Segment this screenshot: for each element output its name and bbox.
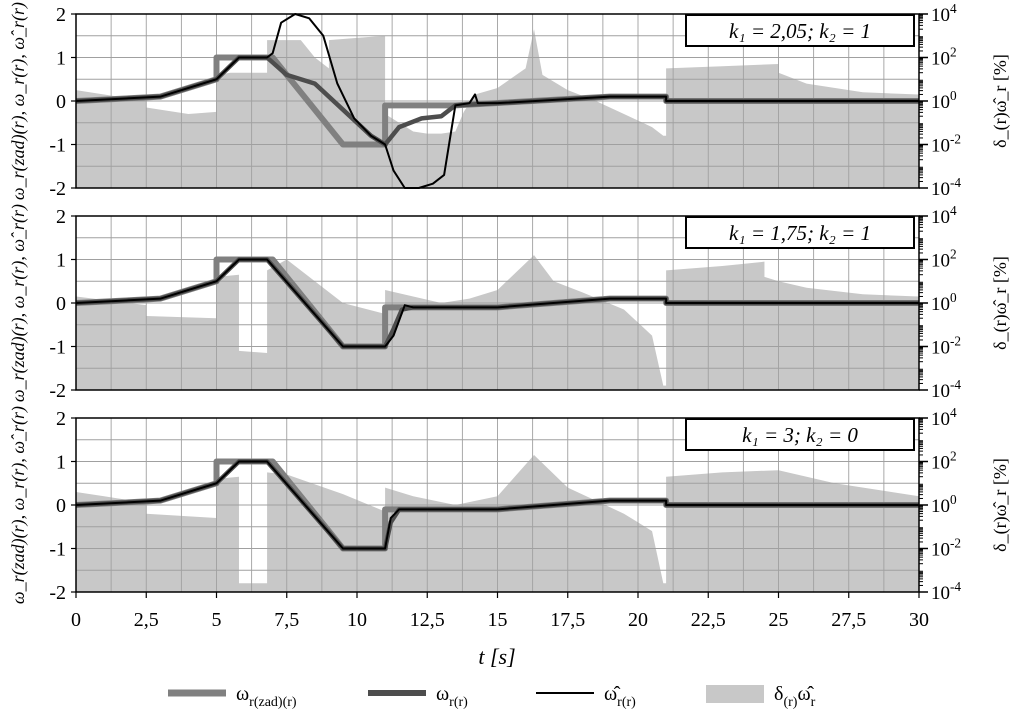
y-tick-label-left: 2 [56, 408, 66, 430]
y-axis-label-right: δ_(r)ω̂_r [%] [990, 54, 1011, 148]
y-tick-label-right: 10-2 [931, 536, 961, 561]
y-tick-label-left: -1 [49, 337, 66, 359]
chart-panel-2: 2 1 0 -1 -2 104 102 100 10-2 10-4 k₁ = 1,75; k₂ = … [8, 203, 1011, 402]
y-tick-label-left: -2 [49, 178, 66, 200]
panel-annotation: k₁ = 2,05; k₂ = 1 [685, 14, 915, 47]
legend-label-1: ωr(zad)(r) [236, 683, 297, 710]
y-tick-label-left: 1 [56, 48, 66, 70]
chart-panel-3: 2 1 0 -1 -2 104 102 100 10-2 10-4 k₁ = 3; k₂ = 0 ω_… [8, 405, 1011, 604]
y-axis-label-left: ω_r(zad)(r), ω_r(r), ω̂_r(r) [8, 204, 29, 402]
panel-annotation: k₁ = 3; k₂ = 0 [685, 418, 915, 451]
legend-label-2: ωr(r) [436, 683, 468, 710]
y-tick-label-left: -2 [49, 582, 66, 604]
y-tick-label-right: 10-4 [931, 579, 961, 604]
annotation-text: k₁ = 1,75; k₂ = 1 [729, 221, 871, 245]
y-tick-label-right: 100 [931, 290, 957, 315]
y-tick-label-left: 0 [56, 293, 66, 315]
y-tick-label-left: -2 [49, 380, 66, 402]
legend-swatch-4 [706, 685, 764, 703]
annotation-box [685, 216, 915, 249]
y-tick-label-right: 10-4 [931, 175, 961, 200]
y-tick-label-left: 1 [56, 452, 66, 474]
y-axis-label-left: ω_r(zad)(r), ω_r(r), ω̂_r(r) [8, 2, 29, 200]
x-tick-label: 30 [909, 609, 929, 631]
x-axis-label: t [s] [478, 644, 515, 669]
annotation-text: k₁ = 3; k₂ = 0 [742, 423, 858, 447]
y-tick-label-right: 102 [931, 449, 957, 474]
y-tick-label-right: 10-2 [931, 334, 961, 359]
legend-label-3: ω̂r(r) [604, 683, 636, 710]
series-estimated [75, 258, 919, 348]
y-tick-label-right: 102 [931, 247, 957, 272]
y-tick-label-right: 104 [931, 1, 957, 26]
y-tick-label-right: 104 [931, 203, 957, 228]
x-tick-label: 7,5 [274, 609, 299, 631]
annotation-box [685, 14, 915, 47]
annotation-box [685, 418, 915, 451]
y-axis-label-left: ω_r(zad)(r), ω_r(r), ω̂_r(r) [8, 406, 29, 604]
legend: ωr(zad)(r) ωr(r) ω̂r(r) δ(r)ω̂r [168, 683, 816, 710]
x-tick-label: 5 [212, 609, 222, 631]
legend-label-4: δ(r)ω̂r [774, 683, 816, 710]
y-tick-label-right: 104 [931, 405, 957, 430]
annotation-text: k₁ = 2,05; k₂ = 1 [729, 19, 871, 43]
x-tick-label: 2,5 [134, 609, 159, 631]
y-tick-label-left: 2 [56, 4, 66, 26]
y-tick-label-right: 102 [931, 45, 957, 70]
y-axis-label-right: δ_(r)ω̂_r [%] [990, 458, 1011, 552]
y-tick-label-left: -1 [49, 539, 66, 561]
x-tick-label: 0 [71, 609, 81, 631]
y-tick-label-left: 0 [56, 495, 66, 517]
x-tick-label: 27,5 [831, 609, 866, 631]
x-tick-label: 25 [769, 609, 789, 631]
y-axis-label-right: δ_(r)ω̂_r [%] [990, 256, 1011, 350]
y-tick-label-left: 1 [56, 250, 66, 272]
y-tick-label-right: 10-2 [931, 132, 961, 157]
y-tick-label-right: 100 [931, 88, 957, 113]
x-tick-label: 10 [347, 609, 367, 631]
x-tick-label: 20 [628, 609, 648, 631]
series-estimated [75, 13, 919, 189]
x-tick-label: 15 [488, 609, 508, 631]
y-tick-label-right: 100 [931, 492, 957, 517]
y-tick-label-right: 10-4 [931, 377, 961, 402]
chart-panel-1: 2 1 0 -1 -2 104 102 100 10-2 10-4 k₁ = 2,05; k₂ = … [8, 1, 1011, 200]
panel-annotation: k₁ = 1,75; k₂ = 1 [685, 216, 915, 249]
x-tick-label: 12,5 [410, 609, 445, 631]
y-tick-label-left: 2 [56, 206, 66, 228]
x-tick-label: 17,5 [550, 609, 585, 631]
series-estimated [75, 460, 919, 550]
x-tick-label: 22,5 [691, 609, 726, 631]
y-tick-label-left: 0 [56, 91, 66, 113]
y-tick-label-left: -1 [49, 135, 66, 157]
